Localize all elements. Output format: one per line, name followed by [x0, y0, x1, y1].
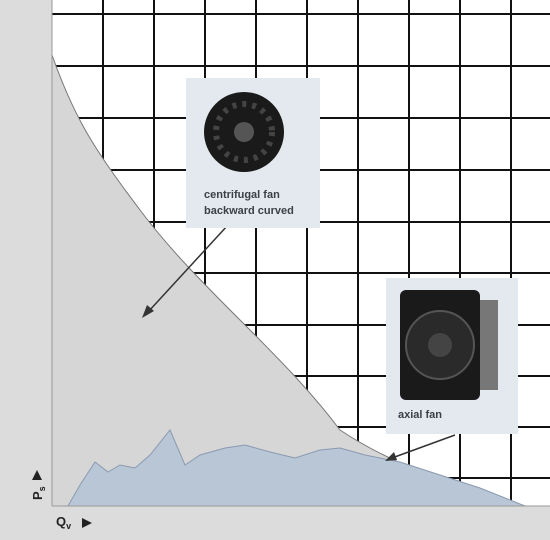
y-axis-label: Ps	[30, 486, 47, 500]
axial-area	[67, 429, 526, 507]
fan-hub	[428, 333, 452, 357]
subscript: v	[66, 521, 71, 531]
callout-text: centrifugal fan	[204, 189, 280, 201]
fan-blades	[213, 101, 275, 163]
subscript: s	[37, 486, 47, 491]
y-axis-arrow	[32, 470, 42, 480]
callout-text: axial fan	[398, 409, 442, 421]
arrow-head	[142, 305, 154, 318]
arrow-head	[385, 452, 397, 461]
symbol: P	[30, 491, 45, 500]
symbol: Q	[56, 514, 66, 529]
arrow	[147, 224, 229, 313]
arrow	[391, 434, 456, 459]
fan-hub	[234, 122, 254, 142]
x-axis-arrow	[82, 518, 92, 528]
x-axis-label: Qv	[56, 514, 71, 531]
callout-text: backward curved	[204, 205, 294, 217]
fan-fins	[480, 300, 498, 390]
